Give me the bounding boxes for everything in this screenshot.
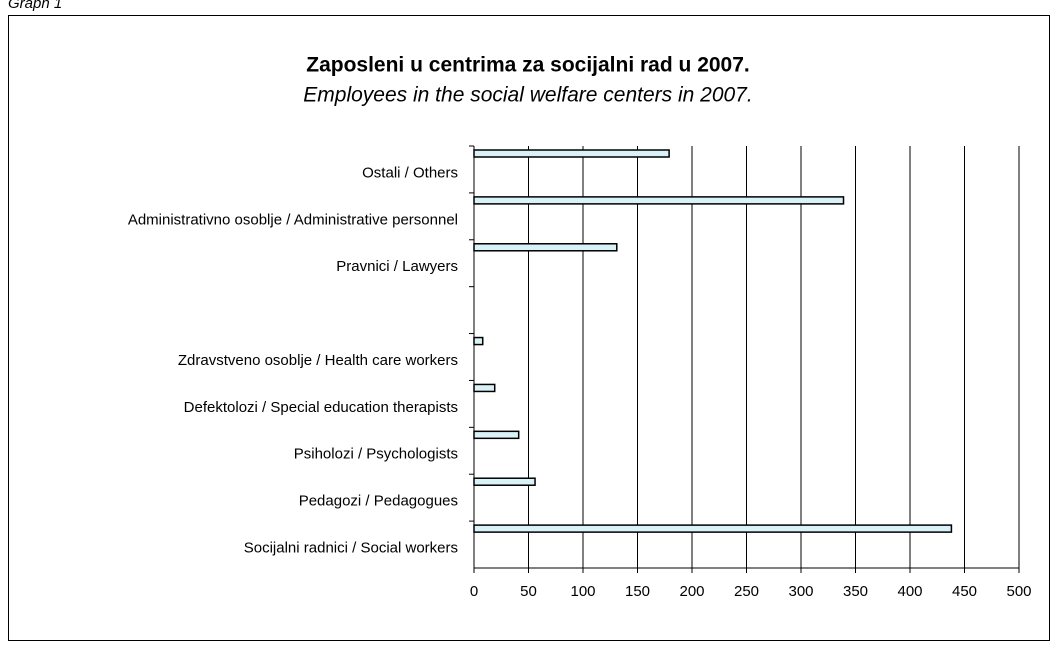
x-tick-label: 400 xyxy=(897,583,922,600)
y-tick-label: Socijalni radnici / Social workers xyxy=(244,540,458,557)
x-tick-label: 450 xyxy=(952,583,977,600)
x-tick-label: 350 xyxy=(843,583,868,600)
y-tick-label: Administrativno osoblje / Administrative… xyxy=(128,211,458,228)
y-tick-label: Pravnici / Lawyers xyxy=(336,258,458,275)
bar xyxy=(473,336,484,346)
bar xyxy=(473,196,845,205)
x-tick-label: 0 xyxy=(470,583,478,600)
x-tick-label: 50 xyxy=(520,583,537,600)
bar xyxy=(473,430,520,440)
bar xyxy=(473,149,670,158)
chart-title: Zaposleni u centrima za socijalni rad u … xyxy=(306,54,750,77)
x-tick-label: 250 xyxy=(734,583,759,600)
x-tick-label: 300 xyxy=(788,583,813,600)
bar xyxy=(473,477,536,486)
y-tick-label: Ostali / Others xyxy=(362,164,458,181)
x-tick-label: 500 xyxy=(1006,583,1031,600)
y-tick-label: Pedagozi / Pedagogues xyxy=(299,493,458,510)
frame xyxy=(8,15,1050,641)
x-tick-label: 100 xyxy=(570,583,595,600)
y-tick-label: Zdravstveno osoblje / Health care worker… xyxy=(178,352,458,369)
bar xyxy=(473,524,953,533)
x-tick-label: 200 xyxy=(679,583,704,600)
bar xyxy=(473,243,618,252)
y-tick-label: Defektolozi / Special education therapis… xyxy=(184,399,458,416)
y-tick-label: Psiholozi / Psychologists xyxy=(294,446,458,463)
chart-subtitle: Employees in the social welfare centers … xyxy=(303,84,752,107)
bar xyxy=(473,383,496,393)
caption: Graph 1 xyxy=(8,0,62,12)
x-tick-label: 150 xyxy=(625,583,650,600)
